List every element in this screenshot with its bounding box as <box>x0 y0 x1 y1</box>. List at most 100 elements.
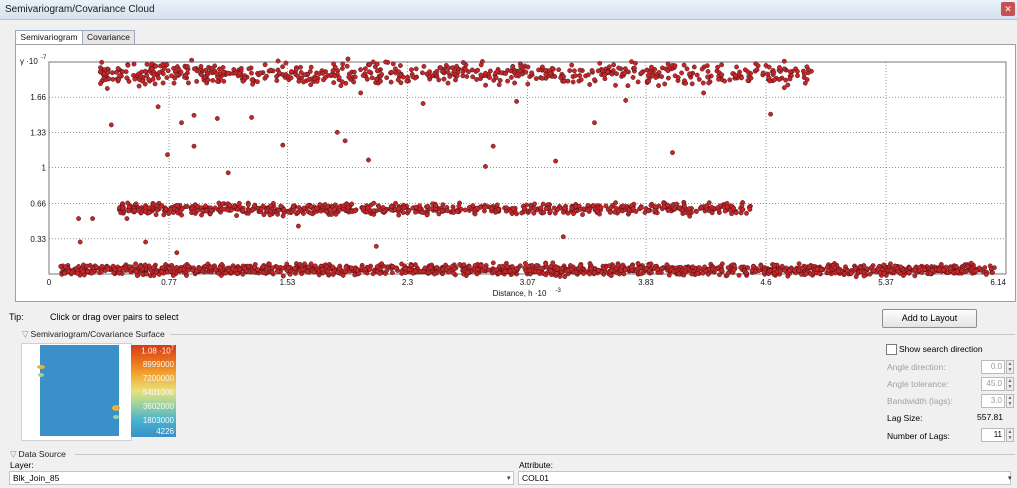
tip-text: Click or drag over pairs to select <box>50 312 179 322</box>
data-point <box>343 269 349 275</box>
angle-tolerance-input[interactable]: 45.0 <box>981 377 1005 391</box>
bandwidth-input[interactable]: 3.0 <box>981 394 1005 408</box>
data-point <box>677 205 683 211</box>
data-point <box>736 272 742 278</box>
data-point <box>559 265 565 271</box>
data-point <box>852 266 858 272</box>
dropdown-arrow-icon[interactable]: ▾ <box>1008 475 1012 482</box>
data-point <box>200 208 205 214</box>
data-point <box>296 205 302 210</box>
data-point <box>804 77 810 82</box>
data-point <box>766 75 772 81</box>
data-point <box>185 263 191 269</box>
data-point <box>548 71 553 77</box>
data-point <box>936 267 942 273</box>
data-point <box>733 210 739 216</box>
data-point <box>803 271 809 277</box>
data-point <box>525 81 531 87</box>
data-point <box>147 210 153 215</box>
data-point <box>490 143 496 149</box>
y-tick-label: 0.33 <box>30 235 46 244</box>
data-point <box>499 70 504 76</box>
data-point <box>246 66 252 72</box>
data-point <box>613 82 618 88</box>
data-point <box>311 269 317 275</box>
data-point <box>703 203 709 209</box>
data-point <box>573 73 578 79</box>
data-point <box>319 266 325 272</box>
data-point <box>325 269 331 274</box>
data-point <box>174 250 180 256</box>
data-source-section-header[interactable]: ▽ Data Source <box>10 449 66 460</box>
data-point <box>755 63 761 69</box>
data-point <box>203 203 208 209</box>
close-icon[interactable]: ✕ <box>1001 2 1015 16</box>
data-point <box>269 269 275 275</box>
data-point <box>445 208 450 214</box>
semivariogram-surface-map[interactable] <box>37 345 120 436</box>
data-point <box>536 269 542 275</box>
attribute-dropdown[interactable]: COL01 <box>518 471 1011 485</box>
data-point <box>595 68 601 74</box>
y-tick-label: 0.66 <box>30 200 46 209</box>
data-point <box>138 73 144 79</box>
data-point <box>150 265 156 271</box>
data-point <box>578 206 583 212</box>
data-point <box>379 261 384 267</box>
data-point <box>670 150 675 156</box>
data-point <box>522 260 528 266</box>
data-point <box>698 205 704 211</box>
data-point <box>694 72 700 78</box>
data-point <box>683 80 689 86</box>
data-point <box>705 74 710 80</box>
data-point <box>771 263 777 268</box>
show-search-direction-checkbox[interactable] <box>886 344 897 355</box>
data-point <box>879 266 885 272</box>
spinner-arrows-icon[interactable]: ▲ ▼ <box>1006 428 1014 442</box>
chart-svg[interactable]: γ ·10 -7 0.33 0.66 1 1.33 1.66 0 0.77 1.53 2.3 3.07… <box>16 45 1015 301</box>
add-to-layout-button[interactable]: Add to Layout <box>882 309 977 328</box>
spinner-arrows-icon[interactable]: ▲ ▼ <box>1006 377 1014 391</box>
data-point <box>281 207 287 213</box>
data-point <box>189 206 195 212</box>
tab-covariance[interactable]: Covariance <box>82 30 135 44</box>
data-point <box>709 204 714 210</box>
x-tick-label: 2.3 <box>402 278 414 287</box>
semivariogram-chart[interactable]: γ ·10 -7 0.33 0.66 1 1.33 1.66 0 0.77 1.53 2.3 3.07… <box>15 44 1016 302</box>
data-point <box>494 202 500 208</box>
lag-size-value[interactable]: 557.81 <box>977 412 1003 422</box>
data-point <box>620 203 626 209</box>
spinner-arrows-icon[interactable]: ▲ ▼ <box>1006 394 1014 408</box>
number-of-lags-input[interactable]: 11 <box>981 428 1005 442</box>
data-point <box>208 264 214 270</box>
data-point <box>654 267 660 273</box>
data-point <box>225 170 231 176</box>
dropdown-arrow-icon[interactable]: ▾ <box>507 475 511 482</box>
data-point <box>165 68 171 74</box>
layer-dropdown[interactable]: Blk_Join_85 <box>9 471 514 485</box>
data-point <box>425 203 431 209</box>
data-point <box>460 73 466 79</box>
angle-direction-input[interactable]: 0.0 <box>981 360 1005 374</box>
data-point <box>569 62 575 68</box>
data-point <box>169 73 175 79</box>
data-point <box>612 209 617 215</box>
data-point <box>420 101 426 106</box>
data-point <box>153 212 159 218</box>
data-point <box>539 265 545 271</box>
data-point <box>495 206 501 212</box>
data-point <box>543 71 549 77</box>
data-point <box>431 271 437 277</box>
surface-section-header[interactable]: ▽ Semivariogram/Covariance Surface <box>22 329 165 340</box>
data-point <box>710 266 716 272</box>
attribute-label: Attribute: <box>519 460 554 470</box>
data-point <box>98 81 103 86</box>
legend-label: 4226 <box>156 427 174 436</box>
data-point <box>465 270 471 276</box>
y-axis-label-exponent: -7 <box>41 55 47 61</box>
tab-semivariogram[interactable]: Semivariogram <box>15 30 83 45</box>
data-point <box>638 271 643 277</box>
data-point <box>766 64 772 70</box>
spinner-arrows-icon[interactable]: ▲ ▼ <box>1006 360 1014 374</box>
data-point <box>785 82 791 88</box>
